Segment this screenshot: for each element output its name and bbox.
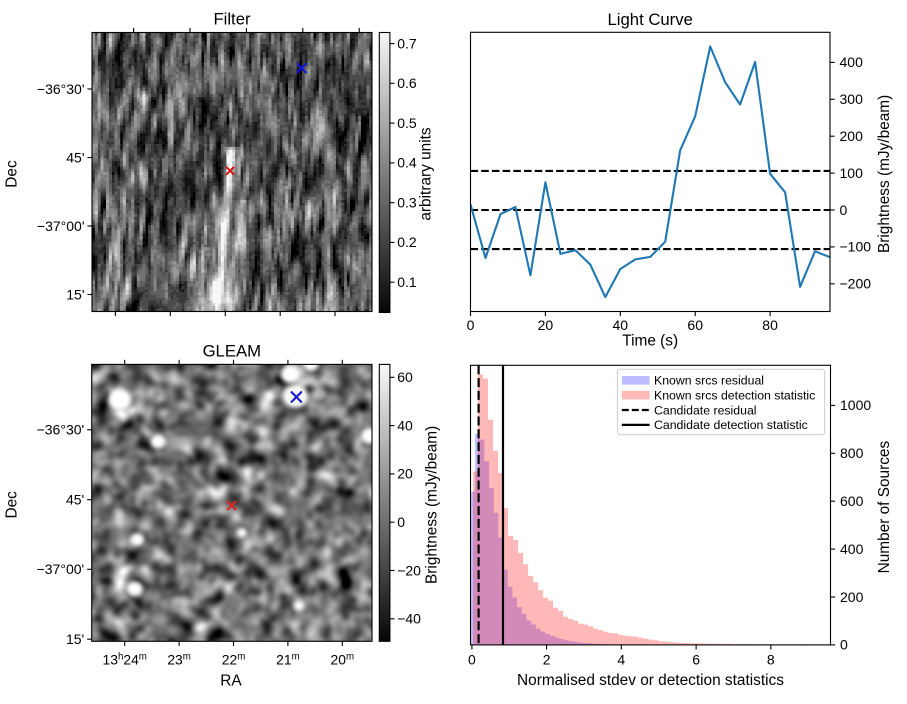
- svg-text:45': 45': [66, 492, 84, 508]
- svg-text:15': 15': [66, 286, 84, 302]
- svg-text:0.7: 0.7: [397, 35, 417, 51]
- svg-text:0: 0: [840, 202, 848, 218]
- svg-text:0.6: 0.6: [397, 75, 417, 91]
- svg-text:RA: RA: [220, 673, 242, 690]
- svg-text:0.2: 0.2: [397, 234, 417, 250]
- svg-text:Light Curve: Light Curve: [608, 10, 693, 29]
- svg-text:0.5: 0.5: [397, 115, 417, 131]
- svg-text:−36°30': −36°30': [37, 81, 85, 97]
- svg-text:20: 20: [397, 466, 413, 482]
- svg-text:8: 8: [767, 652, 775, 668]
- svg-text:13h24m: 13h24m: [103, 652, 147, 668]
- svg-text:6: 6: [692, 652, 700, 668]
- svg-text:400: 400: [840, 54, 864, 70]
- svg-text:−200: −200: [840, 276, 872, 292]
- svg-text:0: 0: [397, 514, 405, 530]
- svg-text:0.1: 0.1: [397, 274, 417, 290]
- svg-text:40: 40: [397, 417, 413, 433]
- svg-text:600: 600: [840, 493, 864, 509]
- svg-text:4: 4: [617, 652, 625, 668]
- svg-text:Time (s): Time (s): [622, 333, 678, 350]
- svg-text:−37°00': −37°00': [37, 561, 85, 577]
- svg-text:−20: −20: [397, 562, 421, 578]
- svg-text:Normalised stdev or detection: Normalised stdev or detection statistics: [517, 672, 784, 689]
- svg-text:100: 100: [840, 165, 864, 181]
- svg-text:0: 0: [840, 637, 848, 653]
- svg-text:40: 40: [613, 317, 629, 333]
- svg-text:0: 0: [467, 317, 475, 333]
- svg-text:−40: −40: [397, 611, 421, 627]
- svg-text:Brightness (mJy/beam): Brightness (mJy/beam): [423, 426, 440, 584]
- svg-text:800: 800: [840, 445, 864, 461]
- svg-text:80: 80: [762, 317, 778, 333]
- svg-text:20: 20: [538, 317, 554, 333]
- svg-text:300: 300: [840, 91, 864, 107]
- svg-text:45': 45': [66, 149, 84, 165]
- svg-text:200: 200: [840, 128, 864, 144]
- svg-text:200: 200: [840, 589, 864, 605]
- svg-text:Known srcs detection statistic: Known srcs detection statistic: [654, 388, 815, 402]
- svg-text:Known srcs residual: Known srcs residual: [654, 374, 764, 388]
- svg-text:arbitrary units: arbitrary units: [418, 127, 435, 221]
- svg-text:Dec: Dec: [4, 160, 21, 188]
- svg-text:Dec: Dec: [3, 491, 20, 519]
- svg-text:15': 15': [66, 631, 84, 647]
- svg-text:Brightness (mJy/beam): Brightness (mJy/beam): [876, 95, 893, 253]
- svg-text:Candidate detection statistic: Candidate detection statistic: [654, 418, 808, 432]
- svg-text:Number of Sources: Number of Sources: [876, 441, 893, 574]
- svg-text:−37°00': −37°00': [37, 218, 85, 234]
- svg-text:1000: 1000: [840, 397, 871, 413]
- svg-text:−100: −100: [840, 239, 872, 255]
- svg-text:0.3: 0.3: [397, 195, 417, 211]
- svg-text:Candidate residual: Candidate residual: [654, 403, 757, 417]
- svg-text:GLEAM: GLEAM: [203, 342, 261, 361]
- svg-text:0: 0: [468, 652, 476, 668]
- svg-text:60: 60: [397, 369, 413, 385]
- svg-text:2: 2: [543, 652, 551, 668]
- svg-text:−36°30': −36°30': [37, 422, 85, 438]
- svg-text:0.4: 0.4: [397, 155, 417, 171]
- svg-text:400: 400: [840, 541, 864, 557]
- svg-text:Filter: Filter: [213, 10, 251, 29]
- svg-text:60: 60: [687, 317, 703, 333]
